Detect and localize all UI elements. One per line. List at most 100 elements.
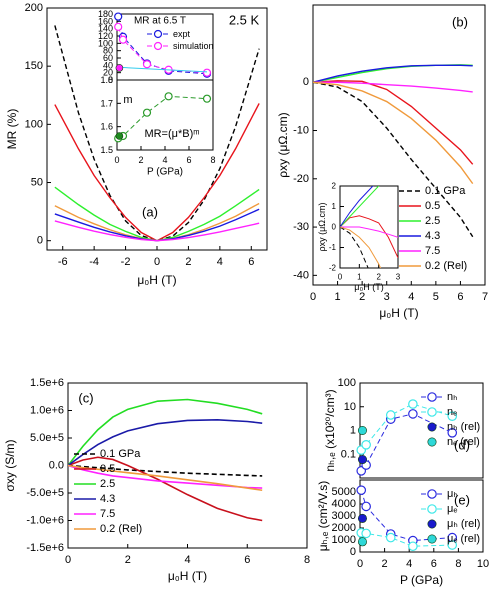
legend-label: expt: [173, 29, 191, 39]
marker: [447, 411, 458, 422]
marker: [114, 22, 123, 31]
x-tick-label: 4: [184, 554, 190, 566]
y-tick-label: 0: [37, 235, 43, 247]
x-tick-label: 2: [185, 256, 191, 268]
series-line: [340, 226, 382, 268]
x-tick-label: 1: [335, 291, 341, 303]
y-tick-label: -20: [293, 173, 309, 185]
x-tick-label: -6: [58, 256, 68, 268]
legend-label: μₑ: [447, 503, 457, 515]
y-tick-label: -1: [329, 243, 337, 252]
legend-label: 0.2 (Rel): [425, 260, 467, 272]
y-axis-label: MR (%): [5, 109, 19, 150]
marker: [427, 407, 437, 417]
y-tick-label: 2: [332, 182, 337, 191]
y-tick-label: 180: [98, 9, 113, 19]
y-tick-label: 1.0e+6: [30, 405, 64, 417]
series-line: [68, 398, 263, 466]
marker: [153, 29, 163, 39]
series-line: [340, 226, 369, 268]
y-tick-label: 1.5e+6: [30, 377, 64, 389]
y-tick-label: 150: [25, 60, 43, 72]
y-tick-label: 80: [103, 46, 113, 56]
marker: [202, 68, 212, 77]
annotation: (e): [454, 493, 470, 508]
y-tick-label: 1.5: [100, 145, 113, 155]
y-tick-label: 1.6: [100, 122, 113, 132]
y-tick-label: 100: [338, 377, 356, 389]
series-line: [54, 220, 260, 242]
y-tick-label: 100: [98, 38, 113, 48]
x-tick-label: 7: [482, 291, 488, 303]
y-tick-label: -1.5e+6: [26, 542, 64, 554]
y-tick-label: -30: [293, 221, 309, 233]
marker: [115, 64, 124, 72]
y-axis-label: ρxy (μΩ.cm): [317, 202, 327, 251]
annotation: (a): [142, 205, 158, 220]
y-axis-label: σxy (S/m): [3, 439, 17, 491]
x-tick-label: 6: [186, 155, 191, 165]
legend-label: 0.1 GPa: [100, 448, 141, 460]
marker: [115, 132, 124, 140]
series-line: [360, 413, 453, 472]
series-line: [360, 490, 453, 542]
annotation: (d): [454, 438, 470, 453]
legend-label: μₕ (rel): [447, 518, 480, 530]
series-line: [68, 419, 263, 467]
y-tick-label: 50: [31, 177, 43, 189]
x-tick-label: 10: [477, 558, 489, 570]
x-tick-label: 5: [433, 291, 439, 303]
y-tick-label: 40: [103, 60, 113, 70]
y-tick-label: 0.1: [341, 448, 356, 460]
marker: [118, 35, 128, 44]
series-line: [340, 186, 374, 228]
legend-label: 0.5: [100, 463, 115, 475]
marker: [356, 485, 367, 495]
y-tick-label: 1.8: [100, 75, 113, 85]
y-tick-label: 20: [103, 68, 113, 78]
annotation: m: [123, 94, 132, 106]
y-tick-label: 10: [344, 401, 356, 413]
marker: [361, 439, 371, 450]
legend-label: 2.5: [100, 478, 115, 490]
series-line: [313, 64, 473, 83]
marker: [427, 519, 437, 529]
marker: [164, 92, 173, 101]
y-tick-label: 0: [108, 75, 113, 85]
legend-label: nₕ (rel): [447, 421, 480, 433]
legend-label: μₑ (rel): [447, 533, 480, 545]
series-line: [361, 532, 453, 547]
series-line: [68, 464, 263, 492]
marker: [357, 513, 367, 523]
legend-label: simulation: [173, 41, 214, 51]
x-tick-label: 6: [244, 554, 250, 566]
series-line: [313, 80, 474, 165]
annotation: (b): [452, 15, 468, 30]
y-axis-label: μₕ,ₑ (cm²/V.s): [316, 481, 330, 551]
x-axis-label: μ₀H (T): [168, 569, 207, 583]
marker: [447, 540, 458, 550]
series-line: [68, 464, 263, 477]
y-tick-label: 120: [98, 31, 113, 41]
legend-label: 0.1 GPa: [425, 185, 466, 197]
y-tick-label: 140: [98, 24, 113, 34]
legend-label: 4.3: [425, 230, 440, 242]
marker: [202, 94, 212, 103]
y-axis-label: ρxy (μΩ.cm): [276, 112, 290, 177]
x-tick-label: 0: [65, 554, 71, 566]
x-tick-label: 2: [376, 273, 381, 282]
y-tick-label: 100: [25, 118, 43, 130]
x-tick-label: 6: [457, 291, 463, 303]
series-line: [313, 81, 473, 93]
y-tick-label: 0.0: [49, 460, 64, 472]
series-line: [54, 25, 260, 242]
x-tick-label: 4: [408, 291, 414, 303]
x-tick-label: 6: [431, 558, 437, 570]
marker: [427, 534, 437, 544]
annotation: MR=(μ*B)ᵐ: [144, 128, 199, 140]
x-tick-label: 0: [357, 558, 363, 570]
marker: [408, 409, 418, 419]
marker: [385, 532, 396, 543]
y-tick-label: 5000: [332, 486, 356, 498]
y-tick-label: -10: [293, 125, 309, 137]
